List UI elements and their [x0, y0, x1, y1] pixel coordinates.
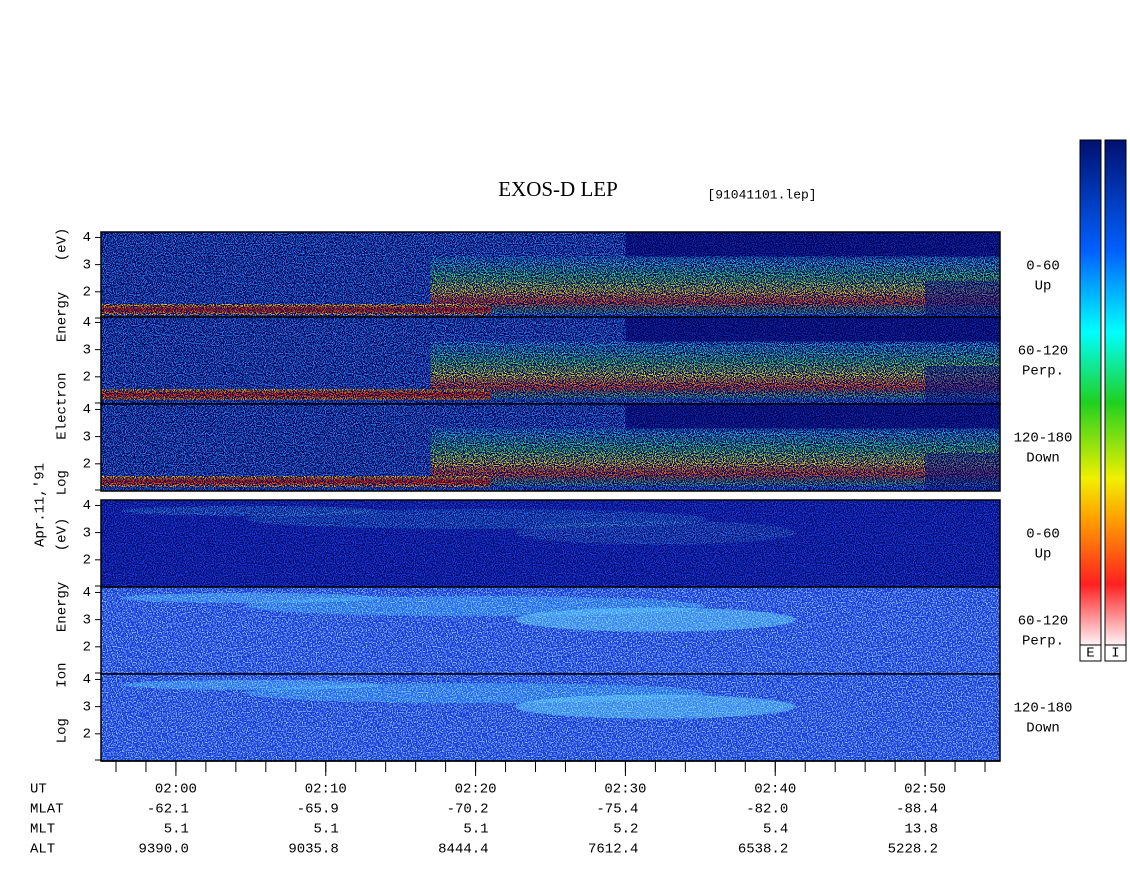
colorbar [1079, 139, 1102, 646]
row-value: 5228.2 [888, 842, 938, 858]
panel-range: 60-120 [1018, 344, 1068, 360]
spectrogram [101, 404, 1000, 491]
x-tick-label: 02:10 [305, 782, 347, 798]
panel-direction: Up [1035, 279, 1052, 295]
panel-range: 60-120 [1018, 614, 1068, 630]
x-tick-label: 02:20 [455, 782, 497, 798]
spectrogram [101, 587, 1000, 674]
row-value: -75.4 [596, 802, 638, 818]
y-tick-label: 4 [83, 585, 91, 601]
colorbar-label-box [1079, 644, 1102, 662]
x-tick-label: 02:50 [904, 782, 946, 798]
row-value: -70.2 [447, 802, 489, 818]
panel-direction: Down [1026, 451, 1060, 467]
y-tick-label: 3 [83, 699, 91, 715]
panel-frame [100, 403, 1001, 492]
y-tick-label: 2 [83, 285, 91, 301]
row-value: 9035.8 [288, 842, 338, 858]
panel-range: 0-60 [1026, 259, 1060, 275]
date-label: Apr.11,'91 [33, 463, 49, 547]
file-name: [91041101.lep] [707, 187, 816, 202]
group-label: Log Ion Energy (eV) [55, 518, 71, 744]
y-tick-label: 3 [83, 429, 91, 445]
row-value: 9390.0 [138, 842, 188, 858]
y-tick-label: 4 [83, 230, 91, 246]
group-label: Log Electron Energy (eV) [55, 228, 71, 496]
y-tick-label: 2 [83, 457, 91, 473]
y-tick-label: 3 [83, 612, 91, 628]
y-tick-label: 4 [83, 498, 91, 514]
panel-direction: Down [1026, 721, 1060, 737]
row-value: -88.4 [896, 802, 938, 818]
spectrogram [101, 232, 1000, 319]
panel-direction: Perp. [1022, 634, 1064, 650]
panel-range: 120-180 [1014, 431, 1073, 447]
row-value: 5.2 [613, 822, 638, 838]
y-tick-label: 2 [83, 640, 91, 656]
row-value: 7612.4 [588, 842, 638, 858]
row-value: 5.1 [164, 822, 189, 838]
panel-direction: Up [1035, 547, 1052, 563]
x-label: UT [30, 782, 47, 798]
y-tick-label: 4 [83, 402, 91, 418]
panel-range: 0-60 [1026, 527, 1060, 543]
row-value: -82.0 [746, 802, 788, 818]
y-tick-label: 3 [83, 525, 91, 541]
row-value: 13.8 [904, 822, 938, 838]
x-tick-label: 02:30 [604, 782, 646, 798]
row-name: MLT [30, 822, 55, 838]
row-value: 6538.2 [738, 842, 788, 858]
y-tick-label: 2 [83, 553, 91, 569]
colorbar-label: E [1086, 646, 1094, 662]
row-value: 5.1 [314, 822, 339, 838]
colorbar-label-box [1104, 644, 1127, 662]
y-tick-label: 4 [83, 672, 91, 688]
y-tick-label: 2 [83, 370, 91, 386]
spectrogram [101, 674, 1000, 761]
chart-title: EXOS-D LEP [498, 177, 618, 201]
spectrogram [101, 317, 1000, 404]
x-tick-label: 02:00 [155, 782, 197, 798]
row-value: 5.1 [463, 822, 488, 838]
spectrogram [101, 500, 1000, 587]
colorbar-label: I [1111, 646, 1119, 662]
y-tick-label: 4 [83, 315, 91, 331]
row-value: 5.4 [763, 822, 788, 838]
colorbar [1104, 139, 1127, 646]
y-tick-label: 3 [83, 342, 91, 358]
row-value: -62.1 [147, 802, 189, 818]
row-name: MLAT [30, 802, 64, 818]
x-tick-label: 02:40 [754, 782, 796, 798]
row-value: 8444.4 [438, 842, 488, 858]
y-tick-label: 2 [83, 727, 91, 743]
panel-range: 120-180 [1014, 701, 1073, 717]
row-value: -65.9 [297, 802, 339, 818]
y-tick-label: 3 [83, 257, 91, 273]
panel-direction: Perp. [1022, 364, 1064, 380]
row-name: ALT [30, 842, 55, 858]
